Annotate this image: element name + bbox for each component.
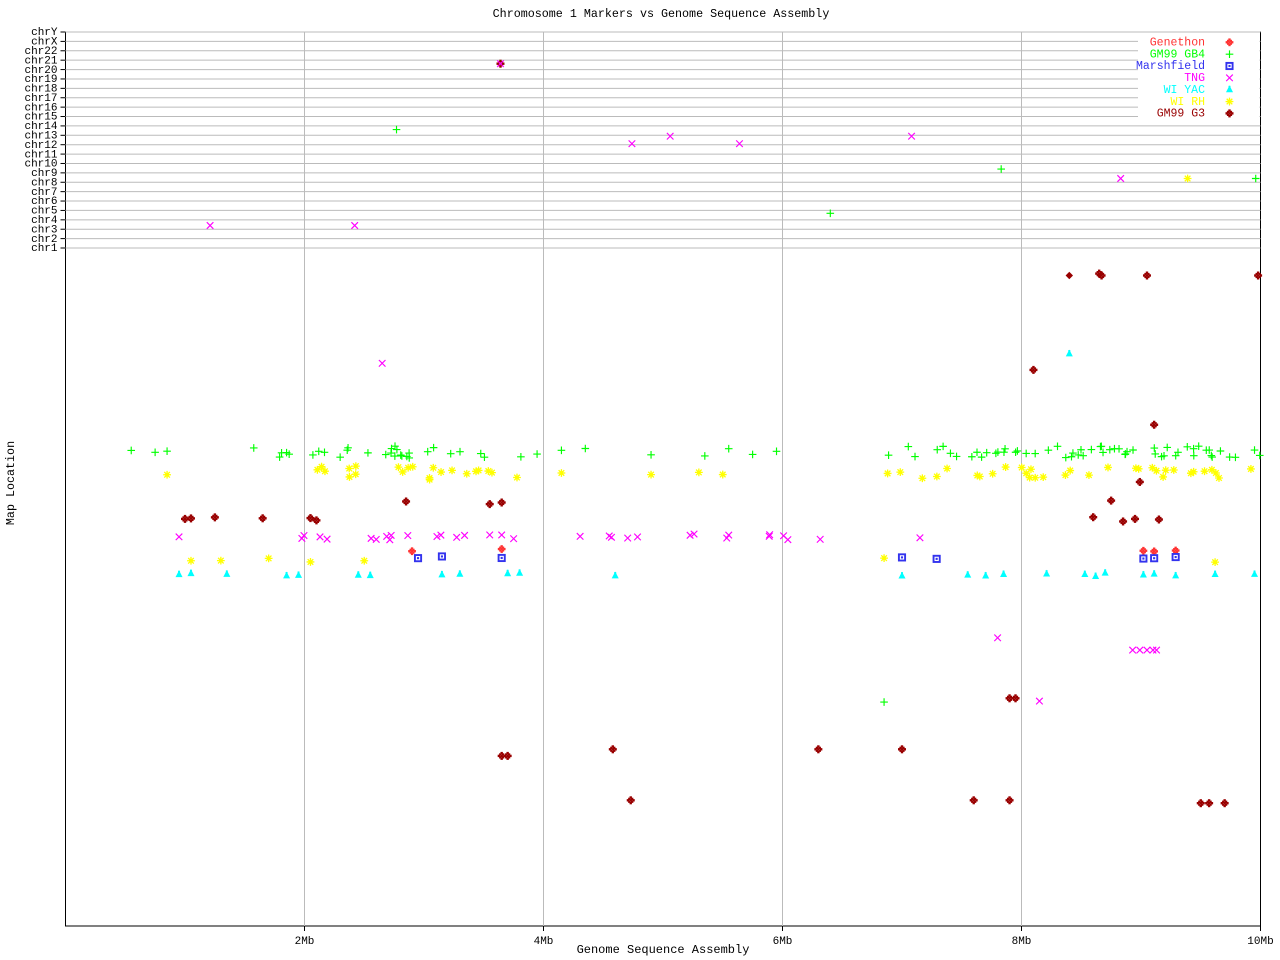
svg-text:Chromosome 1 Markers vs Genome: Chromosome 1 Markers vs Genome Sequence … bbox=[493, 7, 830, 21]
svg-text:GM99 G3: GM99 G3 bbox=[1157, 108, 1205, 121]
svg-text:10Mb: 10Mb bbox=[1247, 936, 1273, 948]
svg-text:8Mb: 8Mb bbox=[1012, 936, 1032, 948]
svg-text:chr1: chr1 bbox=[31, 243, 58, 255]
svg-text:Map Location: Map Location bbox=[4, 441, 18, 525]
svg-text:Genome Sequence Assembly: Genome Sequence Assembly bbox=[577, 943, 750, 957]
svg-text:2Mb: 2Mb bbox=[295, 936, 315, 948]
svg-text:6Mb: 6Mb bbox=[773, 936, 793, 948]
svg-text:4Mb: 4Mb bbox=[534, 936, 554, 948]
